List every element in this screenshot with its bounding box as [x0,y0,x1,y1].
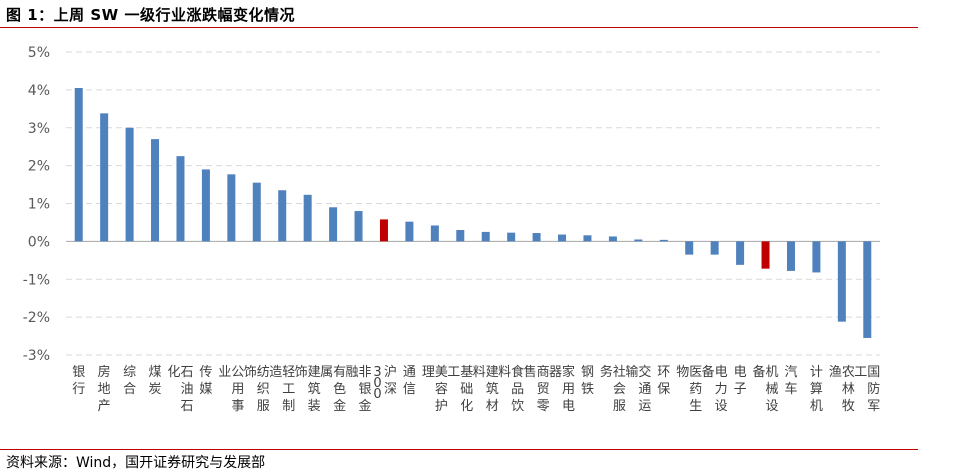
bar [812,241,821,273]
bar [278,190,287,242]
bar [201,169,210,242]
bar [837,241,846,322]
y-tick-label: 5% [28,45,50,61]
category-label: 食品饮料 [498,364,524,414]
category-label: 非银金融 [346,365,372,414]
bar [176,156,185,242]
bar [863,241,872,338]
category-label: 环保 [657,365,670,397]
bar [685,241,694,255]
bar [227,174,236,242]
category-label: 电子 [734,365,747,397]
source-note: 资料来源：Wind，国开证券研究与发展部 [6,455,266,471]
bar [558,234,567,242]
category-label: 汽车 [784,365,797,397]
bar [354,211,363,242]
category-label: 煤炭 [149,365,162,397]
category-label: 基础化工 [447,365,473,414]
category-label: 传媒 [199,365,212,397]
bar [659,239,668,242]
y-tick-label: -2% [23,310,50,326]
category-label: 建筑装饰 [295,365,321,414]
category-label: 石油石化 [167,365,193,414]
category-label: 建筑材料 [473,365,499,414]
bar [532,233,541,242]
category-label: 机械设备 [753,364,779,414]
bar [430,225,439,242]
category-label: 轻工制造 [269,365,295,414]
category-label: 通信 [403,365,416,397]
bar [481,231,490,242]
source-rule [0,449,918,450]
bar [303,194,312,242]
bar [786,241,795,271]
bar [507,232,516,242]
bar [151,139,160,242]
bar [608,236,617,242]
bar [329,207,338,242]
category-label: 国防军工 [854,365,880,414]
category-label: 公用事业 [218,365,244,414]
category-label: 钢铁 [581,365,594,397]
figure-title: 图 1：上周 SW 一级行业涨跌幅变化情况 [6,6,295,24]
bar [125,127,134,242]
y-tick-label: 3% [28,121,50,137]
y-tick-label: 2% [28,159,50,175]
category-label: 美容护理 [422,365,448,414]
category-label: 农林牧渔 [829,365,855,414]
y-tick-label: 0% [28,234,50,250]
bar [736,241,745,265]
y-tick-label: -3% [23,348,50,364]
bar [761,241,770,269]
bar [583,235,592,242]
title-rule [0,27,918,28]
bar [100,113,109,242]
y-tick-label: -1% [23,272,50,288]
category-label: 商贸零售 [524,364,550,414]
bar [252,182,261,242]
category-label: 有色金属 [320,365,346,414]
bar [405,221,414,242]
category-label: 纺织服饰 [244,365,270,414]
bar [710,241,719,255]
category-label: 综合 [123,365,136,397]
category-label: 沪深3 0 0 [373,364,397,402]
bar [379,219,388,242]
category-label: 交通运输 [625,364,651,414]
category-label: 社会服务 [600,364,626,414]
bar [456,230,465,242]
bar [74,87,83,242]
y-tick-label: 1% [28,197,50,213]
bar [634,239,643,242]
category-label: 房地产 [98,364,111,414]
category-label: 电力设备 [702,364,728,414]
category-label: 医药生物 [676,365,702,414]
category-label: 计算机 [810,365,823,414]
category-label: 银行 [72,365,85,397]
category-label: 家用电器 [549,364,575,414]
y-tick-label: 4% [28,83,50,99]
